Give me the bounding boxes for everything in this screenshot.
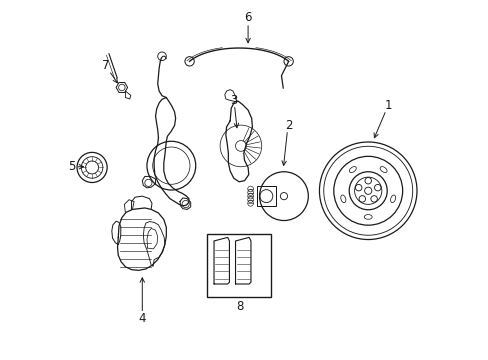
Text: 8: 8 <box>236 300 243 313</box>
Text: 7: 7 <box>102 59 109 72</box>
Bar <box>206 234 270 297</box>
Text: 2: 2 <box>285 119 292 132</box>
Text: 6: 6 <box>244 12 251 24</box>
Text: 3: 3 <box>229 94 237 107</box>
Bar <box>257 186 275 206</box>
Text: 1: 1 <box>384 99 391 112</box>
Text: 5: 5 <box>68 160 75 173</box>
Text: 4: 4 <box>138 311 146 325</box>
